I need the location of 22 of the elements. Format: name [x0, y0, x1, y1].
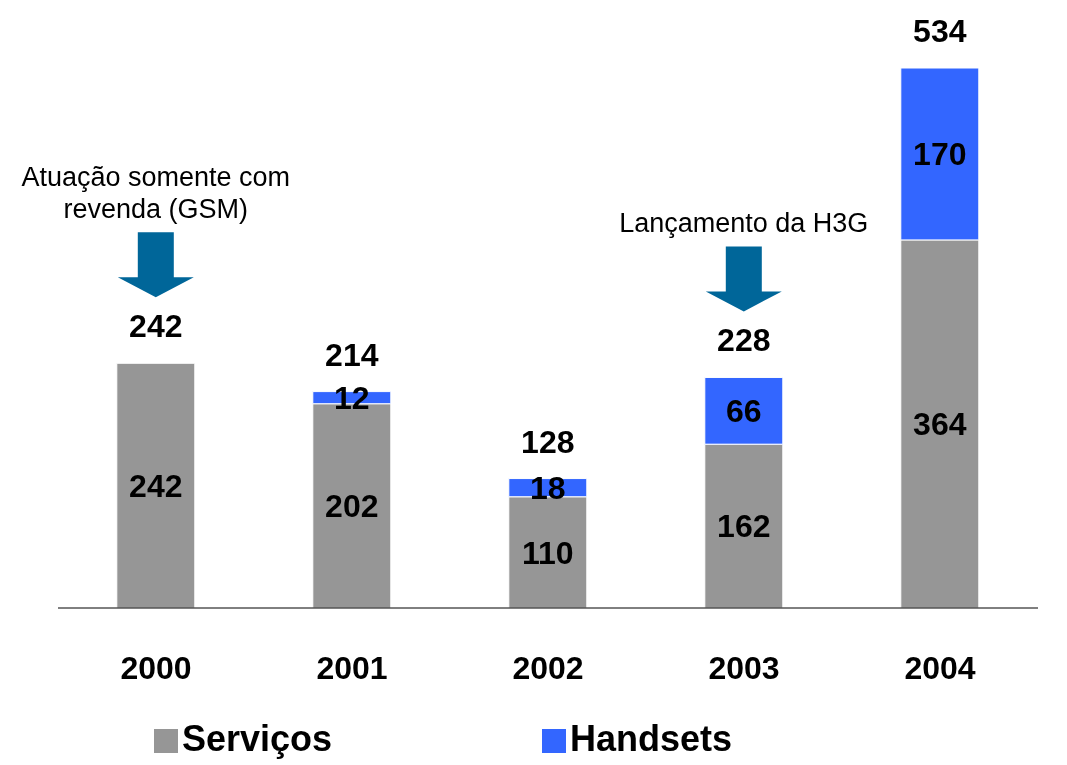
data-label: 364	[913, 406, 967, 443]
bar	[116, 362, 196, 609]
total-label: 534	[913, 13, 967, 49]
annotation: Lançamento da H3G	[619, 208, 869, 239]
x-tick-label: 2001	[316, 649, 388, 686]
total-label: 228	[717, 322, 771, 359]
legend-label: Serviços	[181, 718, 333, 759]
legend-label: Handsets	[570, 718, 733, 759]
total-label: 214	[325, 336, 379, 373]
data-label: 242	[129, 468, 183, 504]
data-label: 202	[325, 488, 379, 525]
x-tick-label: 2000	[120, 649, 192, 686]
total-label: 242	[129, 308, 183, 345]
total-label: 128	[521, 423, 575, 460]
x-tick-label: 2002	[512, 649, 584, 686]
annotation: Atuação somente com revenda (GSM)	[21, 162, 291, 225]
x-tick-label: 2004	[904, 649, 976, 686]
data-label: 170	[913, 136, 967, 173]
data-label: 162	[717, 508, 771, 545]
x-tick-label: 2003	[708, 649, 780, 686]
data-label: 110	[521, 534, 574, 571]
data-label: 66	[726, 393, 762, 430]
